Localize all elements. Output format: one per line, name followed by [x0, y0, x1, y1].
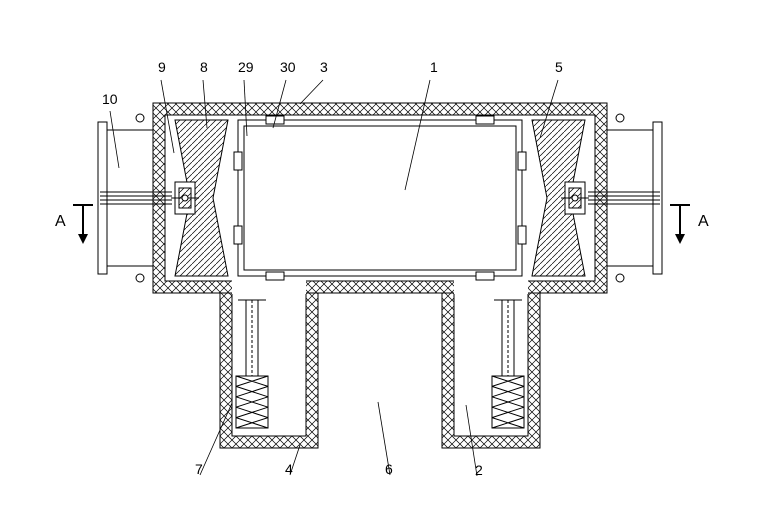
callout-10: 10 [102, 91, 118, 107]
callout-8: 8 [200, 59, 208, 75]
callout-7: 7 [195, 461, 203, 477]
callout-3: 3 [320, 59, 328, 75]
callout-6: 6 [385, 461, 393, 477]
callout-30: 30 [280, 59, 296, 75]
callout-2: 2 [475, 462, 483, 478]
callout-29: 29 [238, 59, 254, 75]
technical-diagram [0, 0, 767, 524]
callout-5: 5 [555, 59, 563, 75]
callout-1: 1 [430, 59, 438, 75]
callout-4: 4 [285, 461, 293, 477]
callout-9: 9 [158, 59, 166, 75]
section-mark-left: A [55, 213, 66, 231]
section-mark-right: A [698, 213, 709, 231]
